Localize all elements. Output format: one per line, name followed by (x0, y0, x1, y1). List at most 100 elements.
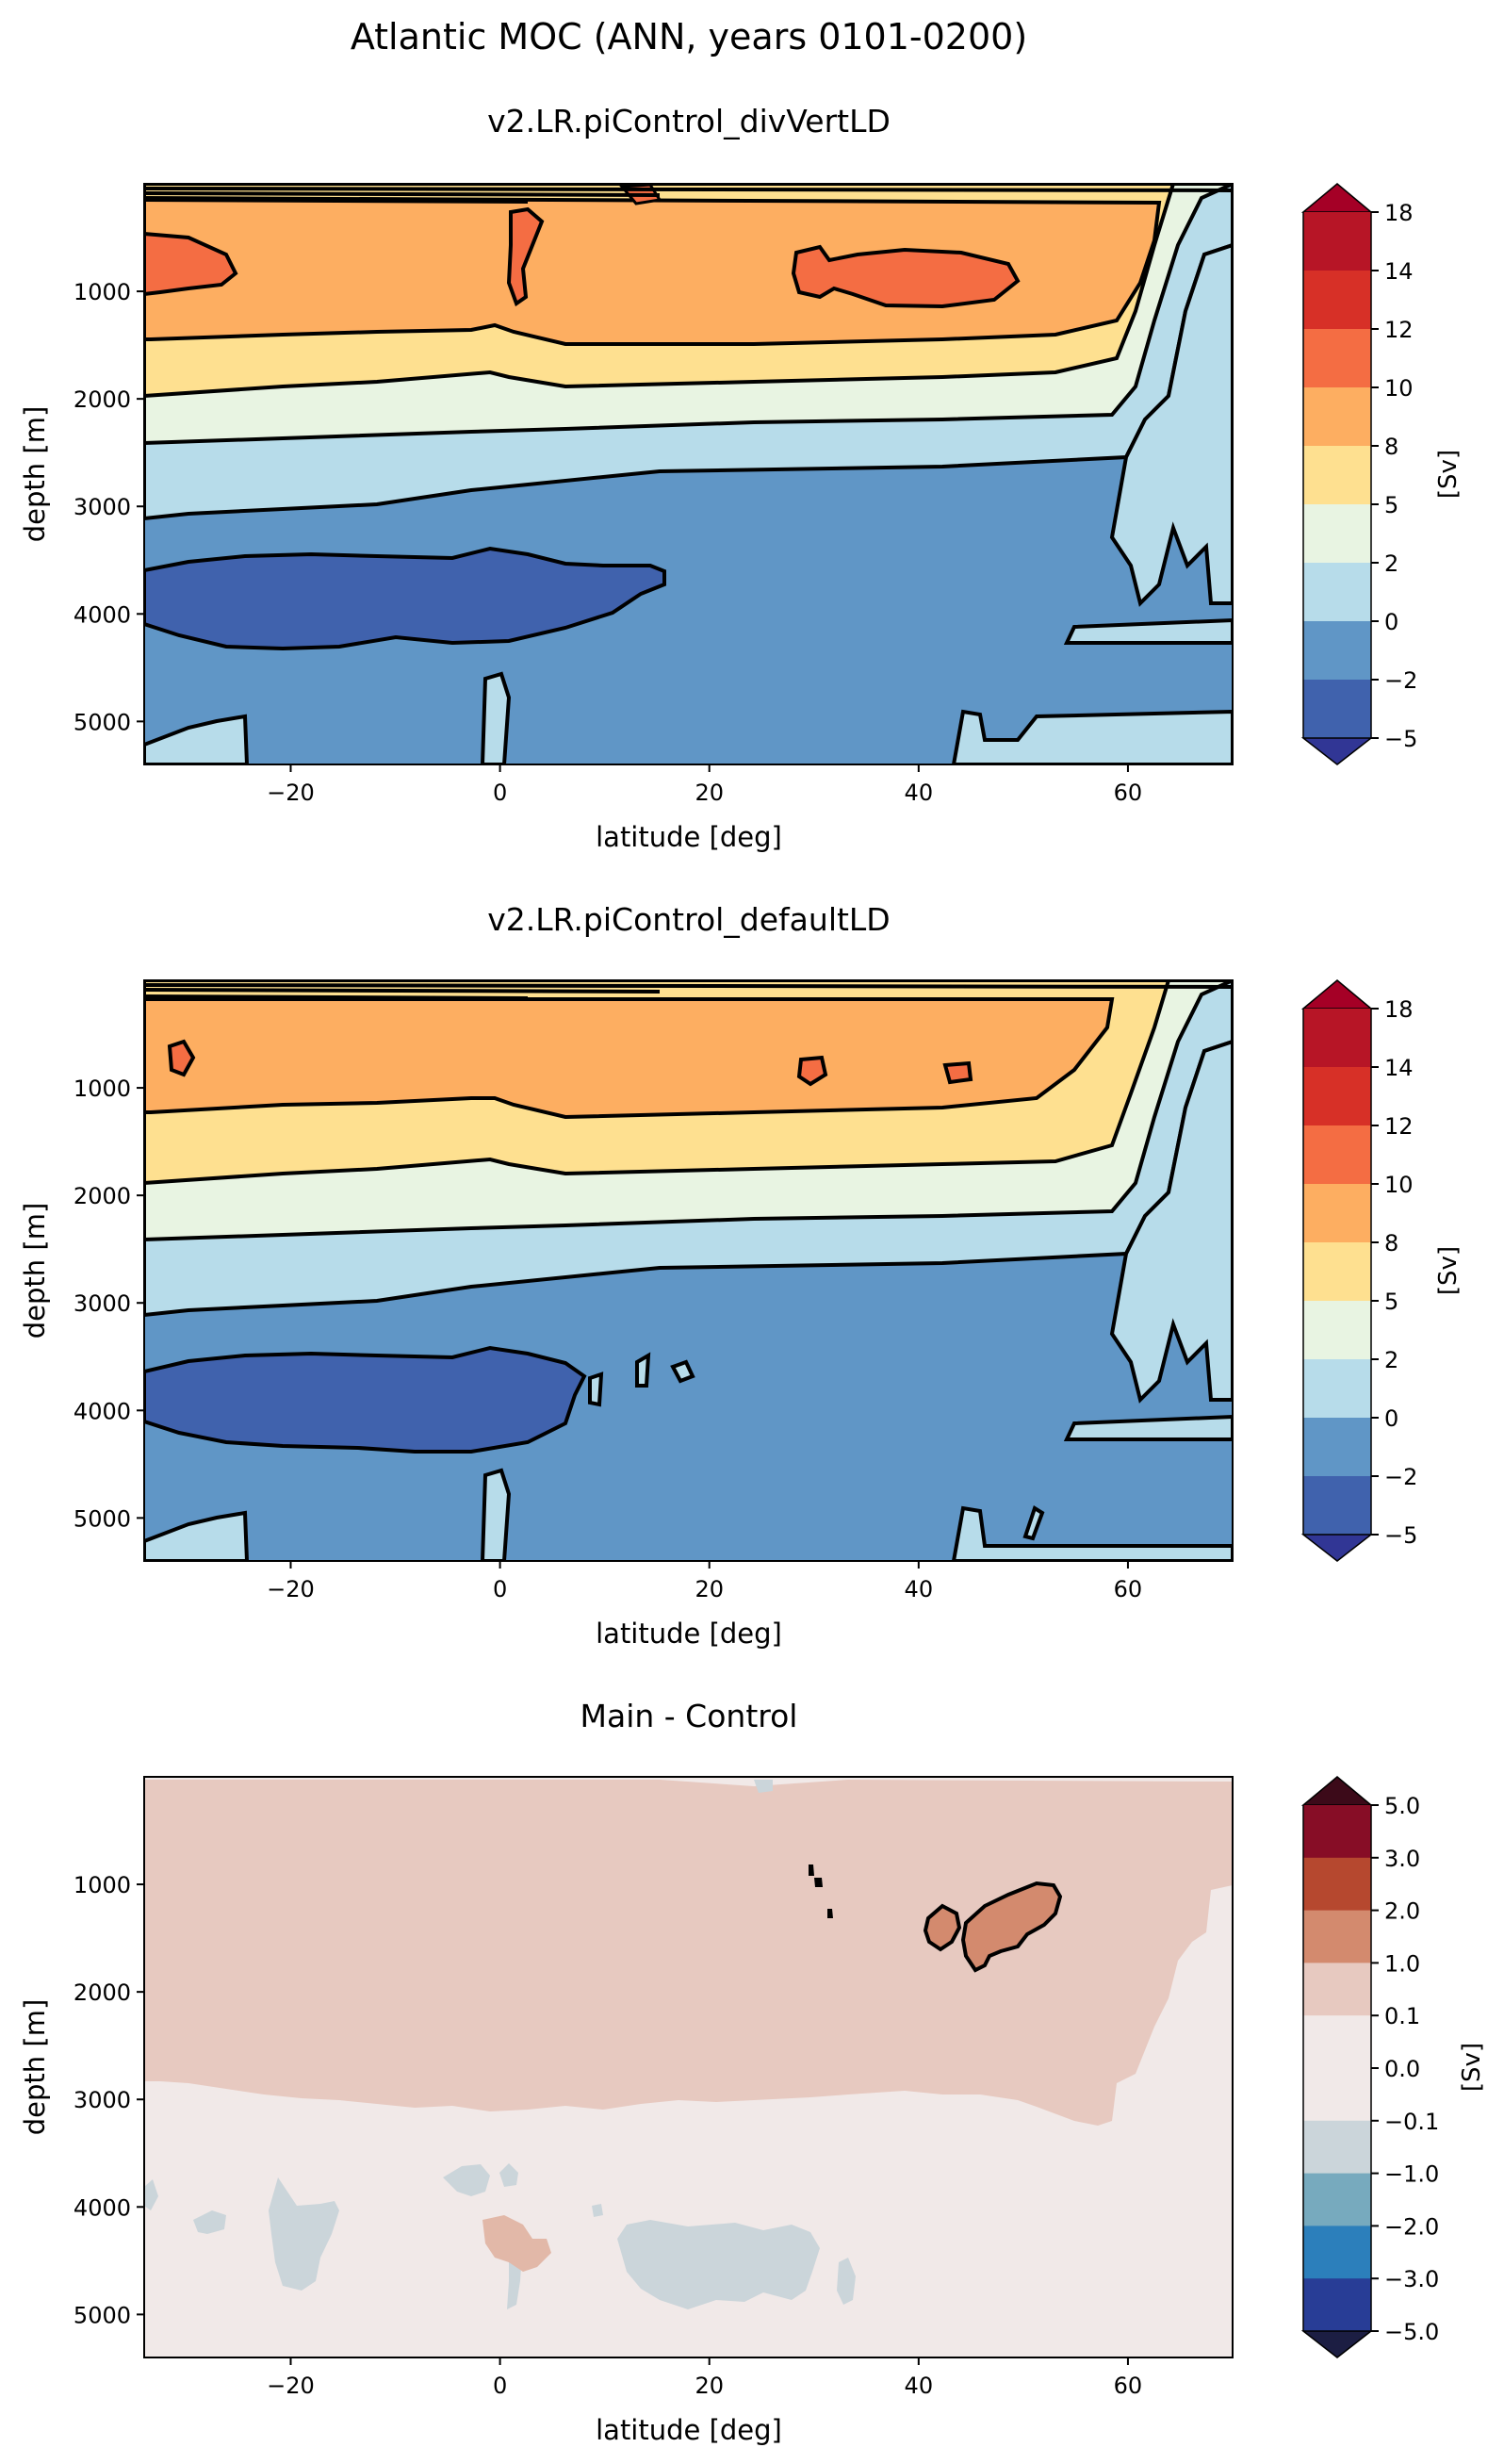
xtick-label: 40 (905, 780, 934, 806)
xtick-label: 20 (695, 2373, 724, 2399)
colorbar-level-label: 3.0 (1384, 1846, 1420, 1872)
colorbar-swatch (1303, 1359, 1371, 1419)
band-minus2-to-minus5 (144, 546, 666, 651)
panel-1-axes-frame (143, 183, 1234, 765)
colorbar-level-label: 10 (1384, 1172, 1414, 1198)
ytick-label: 2000 (74, 386, 131, 413)
panel-1-ylabel: depth [m] (19, 406, 51, 543)
colorbar-swatch (1303, 271, 1371, 330)
colorbar-outline (1302, 1009, 1372, 1535)
black-speck-1 (809, 1864, 814, 1876)
colorbar-under-triangle (1300, 737, 1374, 765)
ytick-label: 3000 (74, 1290, 131, 1317)
colorbar-swatch (1303, 1805, 1371, 1859)
band-1-to-2-right (960, 1881, 1063, 1973)
xtick-label: 60 (1114, 780, 1143, 806)
colorbar-over-triangle (1300, 979, 1374, 1010)
pos-blob-red (482, 2215, 551, 2272)
ytick-label: 1000 (74, 279, 131, 305)
colorbar-swatch (1303, 504, 1371, 564)
panel-2-xticks: −20 0 20 40 60 (267, 1561, 1142, 1602)
xtick-label: 40 (905, 1576, 934, 1602)
panel-3-yticks: 1000 2000 3000 4000 5000 (74, 1872, 144, 2328)
ytick-label: 1000 (74, 1076, 131, 1102)
xtick-label: −20 (267, 780, 315, 806)
colorbar-swatch (1303, 1067, 1371, 1126)
black-speck-3 (827, 1909, 833, 1918)
xtick-label: 20 (695, 1576, 724, 1602)
band-0-to-2-bottom-eq (480, 1468, 512, 1561)
colorbar-swatch (1303, 680, 1371, 739)
xtick-label: 0 (493, 2373, 507, 2399)
band-0-to-2-shelf (1063, 617, 1233, 645)
panel-3-contour-field (144, 1777, 1233, 2357)
panel-2-contour-field (144, 980, 1233, 1561)
colorbar-level-label: 18 (1384, 200, 1414, 226)
band-0-to-2-bottom-left (144, 714, 250, 764)
contour-upper-stack (144, 983, 1233, 1000)
band-0-to-2-bottom-eq (480, 671, 512, 764)
colorbar-swatch (1303, 1963, 1371, 2016)
band-0-to-2-right (1109, 1039, 1233, 1404)
panel-1-xticks: −20 0 20 40 60 (267, 764, 1142, 806)
colorbar-swatch (1303, 387, 1371, 447)
colorbar-level-label: 5 (1384, 492, 1398, 518)
neg-blob-d (499, 2163, 518, 2187)
colorbar-level-label: −0.1 (1384, 2109, 1439, 2135)
small-blob-b (635, 1352, 651, 1388)
ytick-label: 1000 (74, 1872, 131, 1898)
colorbar-over-triangle (1300, 183, 1374, 213)
band-minus2-to-minus5 (144, 1345, 587, 1454)
colorbar-level-label: 2.0 (1384, 1898, 1420, 1925)
colorbar-swatch (1303, 2120, 1371, 2175)
xtick-label: 60 (1114, 2373, 1143, 2399)
colorbar-under-triangle (1300, 2330, 1374, 2358)
colorbar-swatch (1303, 212, 1371, 271)
colorbar-swatch (1303, 2068, 1371, 2122)
panel-3-ylabel: depth [m] (19, 1999, 51, 2136)
panel-3-axes-frame (143, 1776, 1234, 2358)
ytick-label: 5000 (74, 709, 131, 735)
colorbar-level-label: −2 (1384, 667, 1417, 694)
panel-1-colorbar-label: [Sv] (1434, 450, 1463, 499)
colorbar-level-label: 2 (1384, 1347, 1398, 1373)
xtick-label: 0 (493, 1576, 507, 1602)
neg-blob-f (617, 2220, 820, 2309)
colorbar-level-label: 8 (1384, 434, 1398, 460)
colorbar-level-label: −5 (1384, 1522, 1417, 1549)
small-blob-c (670, 1359, 695, 1384)
ytick-label: 3000 (74, 2087, 131, 2113)
panel-2-colorbar: 18 14 12 10 8 5 2 0 −2 −5 (1300, 979, 1417, 1562)
ytick-label: 3000 (74, 494, 131, 520)
colorbar-swatch (1303, 1125, 1371, 1185)
colorbar-level-label: 8 (1384, 1230, 1398, 1257)
neg-blob-top (754, 1780, 773, 1793)
band-0-to-2-bottom-right (951, 1505, 1233, 1561)
ytick-label: 5000 (74, 2302, 131, 2328)
panel-2-title: v2.LR.piControl_defaultLD (487, 901, 890, 938)
panel-3-xlabel: latitude [deg] (596, 2414, 782, 2446)
colorbar-swatch (1303, 1910, 1371, 1963)
panel-3-colorbar: 5.0 3.0 2.0 1.0 0.1 0.0 −0.1 −1.0 −2.0 −3.0 −5.0 (1300, 1776, 1439, 2358)
colorbar-level-label: −5.0 (1384, 2319, 1439, 2345)
panel-1-colorbar: 18 14 12 10 8 5 2 0 −2 −5 (1300, 183, 1417, 765)
colorbar-swatch (1303, 1009, 1371, 1068)
neg-blob-c (443, 2164, 490, 2196)
colorbar-level-label: 0 (1384, 609, 1398, 635)
colorbar-swatch (1303, 329, 1371, 388)
colorbar-swatch (1303, 1418, 1371, 1477)
figure-suptitle: Atlantic MOC (ANN, years 0101-0200) (351, 16, 1027, 57)
panel-2-xlabel: latitude [deg] (596, 1618, 782, 1650)
xtick-label: 0 (493, 780, 507, 806)
band-10-to-12-spot-b (942, 1060, 973, 1085)
colorbar-level-label: −5 (1384, 726, 1417, 752)
xtick-label: 40 (905, 2373, 934, 2399)
neg-blob-h (592, 2204, 603, 2217)
band-0-to-2-bottom-right (951, 709, 1233, 764)
colorbar-level-label: −2 (1384, 1464, 1417, 1490)
panel-1-xlabel: latitude [deg] (596, 821, 782, 853)
colorbar-level-label: 0 (1384, 1405, 1398, 1432)
colorbar-level-label: 18 (1384, 996, 1414, 1023)
band-10-to-12-right (791, 244, 1021, 309)
